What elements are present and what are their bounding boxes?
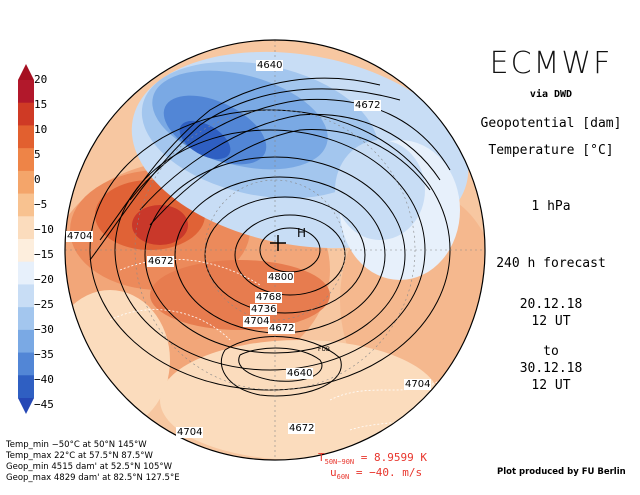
pressure-level: 1 hPa [531, 199, 571, 214]
colorbar-tick-label: −15 [34, 248, 54, 261]
globe-border [64, 39, 486, 461]
temp-min: Temp_min −50°C at 50°N 145°W [6, 440, 147, 450]
colorbar-swatch [18, 170, 34, 195]
colorbar-tick-label: −35 [34, 348, 54, 361]
colorbar-tick-label: 15 [34, 98, 48, 111]
contour-label: 4736 [250, 304, 278, 315]
field-temperature: Temperature [°C] [488, 143, 614, 158]
geop-min: Geop_min 4515 dam' at 52.5°N 105°W [6, 462, 173, 472]
colorbar-swatch [18, 375, 34, 399]
colorbar-swatch [18, 148, 34, 172]
colorbar-tick-label: 5 [34, 148, 41, 161]
colorbar-swatch [18, 80, 34, 104]
wind-subscript: 60N [336, 473, 350, 482]
contour-label: 4704 [176, 427, 204, 438]
wind-value: = −40. m/s [355, 466, 423, 479]
contour-label: 4672 [288, 423, 316, 434]
contour-label: 4672 [147, 256, 175, 267]
colorbar-swatch [18, 125, 34, 149]
fub-tag: FUB [318, 346, 330, 353]
colorbar-tick-label: −10 [34, 223, 54, 236]
colorbar-tick-label: −25 [34, 298, 54, 311]
temp-max: Temp_max 22°C at 57.5°N 87.5°W [6, 451, 153, 461]
init-date: 20.12.18 [519, 297, 583, 312]
contour-label: 4672 [354, 100, 382, 111]
colorbar-tick-label: −40 [34, 373, 54, 386]
contour-label: 4704 [243, 316, 271, 327]
valid-date: 30.12.18 [519, 361, 583, 376]
colorbar-swatch [18, 102, 34, 126]
colorbar-tick-label: 0 [34, 173, 41, 186]
colorbar [18, 62, 34, 414]
via-label: via DWD [529, 89, 573, 100]
colorbar-swatch [18, 193, 34, 217]
field-geopotential: Geopotential [dam] [480, 116, 622, 131]
forecast-lead: 240 h forecast [496, 256, 606, 271]
temp-diagnostic: T50N−90N = 8.9599 K [318, 451, 427, 466]
contour-label: 4672 [268, 323, 296, 334]
wind-symbol: u [330, 466, 337, 479]
valid-time: 12 UT [531, 378, 571, 393]
contour-label: 4768 [255, 292, 283, 303]
colorbar-tick-label: 20 [34, 73, 48, 86]
colorbar-tick-label: −30 [34, 323, 54, 336]
wind-diagnostic: u60N = −40. m/s [330, 466, 422, 481]
colorbar-swatch [18, 216, 34, 240]
contour-label: 4800 [267, 272, 295, 283]
high-center-marker [270, 235, 286, 251]
credit-text: Plot produced by FU Berlin [497, 467, 626, 477]
colorbar-swatch [18, 329, 34, 354]
colorbar-top-arrow [18, 64, 34, 80]
contour-label: 4640 [256, 60, 284, 71]
colorbar-tick-label: −45 [34, 398, 54, 411]
colorbar-tick-label: 10 [34, 123, 48, 136]
colorbar-swatch [18, 239, 34, 263]
temp-value: = 8.9599 K [360, 451, 427, 464]
contour-label: 4704 [404, 379, 432, 390]
to-label: to [543, 344, 559, 359]
colorbar-bottom-arrow [18, 398, 34, 414]
geop-max: Geop_max 4829 dam' at 82.5°N 127.5°E [6, 473, 180, 483]
temp-subscript: 50N−90N [324, 458, 355, 467]
colorbar-tick-label: −5 [34, 198, 48, 211]
colorbar-swatch [18, 307, 34, 331]
colorbar-swatch [18, 352, 34, 376]
high-marker-label: H [297, 226, 307, 240]
colorbar-tick-label: −20 [34, 273, 54, 286]
brand-title: ECMWF [489, 46, 613, 81]
init-time: 12 UT [531, 314, 571, 329]
colorbar-swatch [18, 284, 34, 308]
temp-symbol: T [318, 451, 325, 464]
globe [65, 40, 485, 460]
contour-label: 4640 [286, 368, 314, 379]
contour-label: 4704 [66, 231, 94, 242]
colorbar-swatch [18, 261, 34, 285]
